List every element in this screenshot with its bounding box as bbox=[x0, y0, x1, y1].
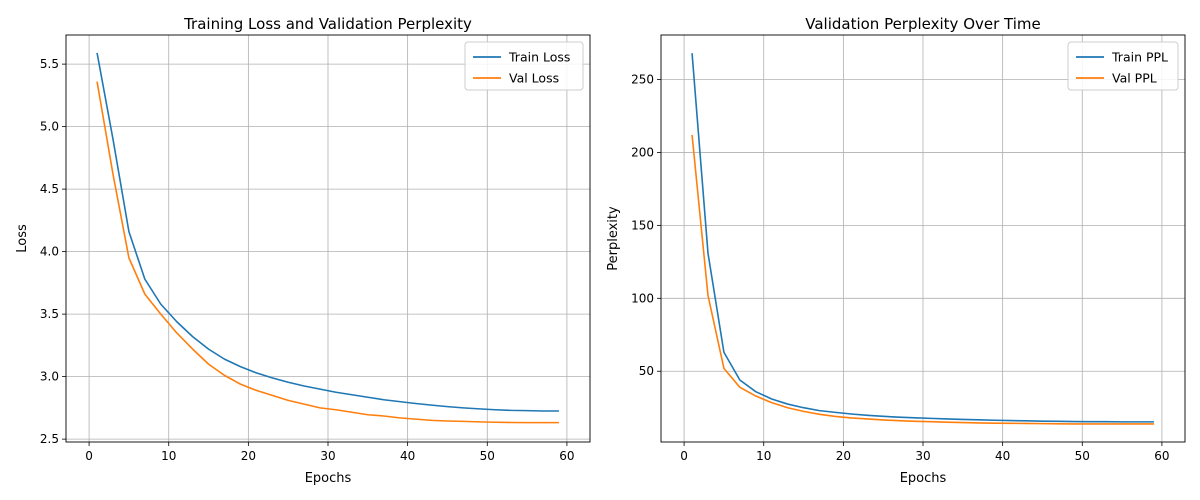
series-line-2 bbox=[691, 134, 1154, 425]
legend-label-2: Val PPL bbox=[1112, 71, 1157, 86]
x-tick-label: 50 bbox=[1075, 449, 1090, 463]
x-tick-label: 0 bbox=[85, 449, 93, 463]
x-axis-label: Epochs bbox=[305, 471, 352, 486]
chart-title: Validation Perplexity Over Time bbox=[805, 15, 1041, 33]
legend-label-1: Train PPL bbox=[1111, 50, 1168, 65]
x-axis-label: Epochs bbox=[900, 471, 947, 486]
x-tick-label: 20 bbox=[836, 449, 851, 463]
x-tick-label: 0 bbox=[680, 449, 688, 463]
x-tick-label: 40 bbox=[995, 449, 1010, 463]
y-tick-label: 3.5 bbox=[40, 307, 59, 321]
loss-chart: 0 10 20 30 40 50 60 2.5 3.0 3.5 4.0 4.5 5.0 5.5 Traini… bbox=[15, 15, 591, 486]
x-tick-label: 30 bbox=[320, 449, 335, 463]
y-tick-label: 4.0 bbox=[40, 245, 59, 259]
x-tick-label: 20 bbox=[241, 449, 256, 463]
perplexity-chart: 0 10 20 30 40 50 60 50 100 150 200 250 Validation Pe… bbox=[606, 15, 1186, 486]
series-line-2 bbox=[96, 81, 559, 424]
x-tick-label: 10 bbox=[756, 449, 771, 463]
x-tick-label: 40 bbox=[400, 449, 415, 463]
x-tick-label: 10 bbox=[161, 449, 176, 463]
x-tick-label: 50 bbox=[480, 449, 495, 463]
series-line-1 bbox=[691, 53, 1154, 423]
y-tick-label: 150 bbox=[631, 218, 654, 232]
y-tick-label: 2.5 bbox=[40, 432, 59, 446]
y-tick-label: 5.5 bbox=[40, 57, 59, 71]
legend-label-2: Val Loss bbox=[509, 71, 559, 86]
x-tick-label: 30 bbox=[915, 449, 930, 463]
y-tick-label: 4.5 bbox=[40, 182, 59, 196]
y-tick-label: 250 bbox=[631, 72, 654, 86]
y-tick-label: 200 bbox=[631, 145, 654, 159]
chart-title: Training Loss and Validation Perplexity bbox=[183, 15, 472, 33]
y-tick-label: 50 bbox=[639, 364, 654, 378]
x-tick-label: 60 bbox=[1154, 449, 1169, 463]
legend-label-1: Train Loss bbox=[508, 50, 570, 65]
x-tick-label: 60 bbox=[559, 449, 574, 463]
y-tick-label: 5.0 bbox=[40, 120, 59, 134]
y-tick-label: 100 bbox=[631, 291, 654, 305]
y-tick-label: 3.0 bbox=[40, 370, 59, 384]
y-axis-label: Loss bbox=[15, 224, 30, 253]
series-line-1 bbox=[96, 52, 559, 412]
y-axis-label: Perplexity bbox=[606, 206, 621, 271]
